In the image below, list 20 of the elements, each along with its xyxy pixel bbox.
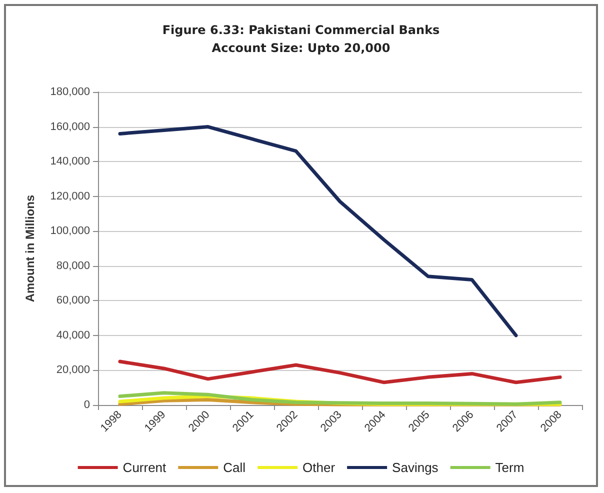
y-tick-label: 100,000 bbox=[50, 225, 90, 238]
y-tick-label: 40,000 bbox=[56, 329, 90, 342]
y-tick-label: 80,000 bbox=[56, 260, 90, 272]
legend-label: Savings bbox=[392, 460, 439, 475]
legend-label: Term bbox=[495, 460, 524, 475]
chart-title: Figure 6.33: Pakistani Commercial Banks Account Size: Upto 20,000 bbox=[162, 23, 440, 55]
line-series bbox=[118, 391, 562, 406]
y-axis-title: Amount in Millions bbox=[23, 194, 37, 302]
y-tick-label: 20,000 bbox=[56, 364, 90, 376]
y-tick-label: 180,000 bbox=[50, 86, 90, 98]
y-tick-label: 160,000 bbox=[50, 120, 90, 133]
legend-label: Call bbox=[223, 460, 246, 475]
y-tick-label: 120,000 bbox=[50, 190, 90, 202]
y-tick-label: 60,000 bbox=[56, 294, 90, 307]
y-tick-label: 140,000 bbox=[50, 156, 90, 168]
y-tick-label: 0 bbox=[84, 399, 90, 411]
legend-label: Current bbox=[122, 460, 167, 475]
line-series bbox=[118, 125, 518, 338]
line-series bbox=[118, 360, 562, 384]
legend-label: Other bbox=[302, 460, 336, 475]
